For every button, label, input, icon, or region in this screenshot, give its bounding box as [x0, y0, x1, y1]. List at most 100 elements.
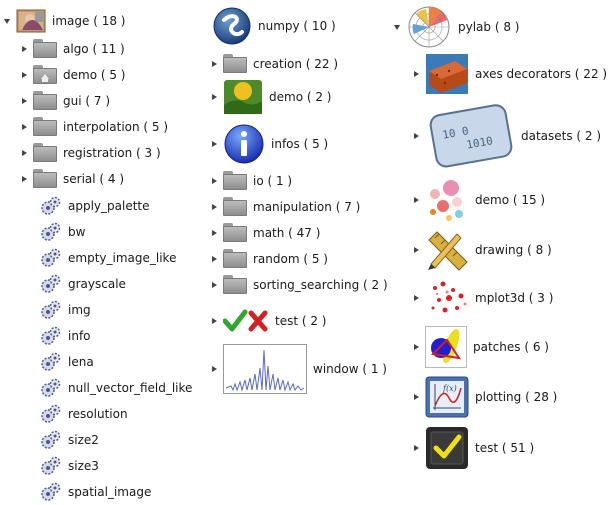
gear-script-icon: [40, 378, 62, 398]
folder-icon: [223, 171, 247, 190]
tree-node-manipulation[interactable]: manipulation ( 7 ): [212, 197, 360, 216]
tree-leaf-empty-image-like[interactable]: empty_image_like: [40, 248, 176, 268]
tree-node-label: creation ( 22 ): [253, 56, 339, 71]
tree-leaf-img[interactable]: img: [40, 300, 91, 320]
tree-node-infos[interactable]: infos ( 5 ): [212, 123, 328, 165]
expand-arrow-icon[interactable]: [22, 97, 27, 104]
bubbles-icon: [425, 178, 469, 222]
expand-arrow-icon[interactable]: [212, 318, 217, 324]
tree-node-mplot3d[interactable]: mplot3d ( 3 ): [414, 278, 553, 318]
expand-arrow-icon[interactable]: [212, 141, 217, 147]
brick-icon: [425, 53, 469, 95]
tree-node-label: interpolation ( 5 ): [63, 119, 169, 134]
tree-node-numpy[interactable]: numpy ( 10 ): [212, 6, 336, 46]
tree-node-label: axes decorators ( 22 ): [475, 67, 608, 81]
tree-node-algo[interactable]: algo ( 11 ): [22, 39, 125, 58]
checkbox-icon: [425, 426, 469, 470]
tree-node-registration[interactable]: registration ( 3 ): [22, 143, 161, 162]
tree-node-serial[interactable]: serial ( 4 ): [22, 169, 124, 188]
tree-node-patches[interactable]: patches ( 6 ): [414, 326, 549, 368]
folder-icon: [33, 143, 57, 162]
expand-arrow-icon[interactable]: [22, 45, 27, 52]
tree-node-random[interactable]: random ( 5 ): [212, 249, 328, 268]
tree-node-label: null_vector_field_like: [68, 381, 193, 395]
tree-node-window[interactable]: window ( 1 ): [212, 344, 387, 394]
tree-node-label: grayscale: [68, 277, 126, 291]
tree-node-label: demo ( 5 ): [63, 67, 126, 82]
expand-arrow-icon[interactable]: [212, 177, 217, 184]
tree-node-io[interactable]: io ( 1 ): [212, 171, 292, 190]
tree-node-label: lena: [68, 355, 94, 369]
expand-arrow-icon[interactable]: [212, 203, 217, 210]
tree-leaf-bw[interactable]: bw: [40, 222, 85, 242]
tree-node-sorting-searching[interactable]: sorting_searching ( 2 ): [212, 275, 388, 294]
expand-arrow-icon[interactable]: [212, 229, 217, 236]
tree-node-label: sorting_searching ( 2 ): [253, 277, 388, 292]
tree-leaf-lena[interactable]: lena: [40, 352, 94, 372]
tree-node-label: demo ( 15 ): [475, 193, 546, 207]
tree-node-pylab[interactable]: pylab ( 8 ): [394, 4, 519, 50]
tree-node-demo[interactable]: demo ( 5 ): [22, 65, 125, 84]
tree-node-test-numpy[interactable]: test ( 2 ): [212, 308, 327, 334]
tree-node-label: size3: [68, 459, 99, 473]
gear-script-icon: [40, 274, 62, 294]
tree-node-label: math ( 47 ): [253, 225, 321, 240]
expand-arrow-icon[interactable]: [414, 394, 419, 400]
tree-leaf-size2[interactable]: size2: [40, 430, 99, 450]
expand-arrow-icon[interactable]: [414, 344, 419, 350]
tree-node-math[interactable]: math ( 47 ): [212, 223, 320, 242]
expand-arrow-icon[interactable]: [414, 71, 419, 77]
tree-node-interpolation[interactable]: interpolation ( 5 ): [22, 117, 168, 136]
folder-icon: [223, 54, 247, 73]
expand-arrow-icon[interactable]: [414, 247, 419, 253]
collapse-arrow-icon[interactable]: [4, 18, 10, 24]
collapse-arrow-icon[interactable]: [394, 24, 400, 30]
tree-leaf-null-vector-field-like[interactable]: null_vector_field_like: [40, 378, 192, 398]
tree-leaf-spatial-image[interactable]: spatial_image: [40, 482, 151, 502]
tree-node-demo-numpy[interactable]: demo ( 2 ): [212, 79, 331, 115]
gear-script-icon: [40, 248, 62, 268]
expand-arrow-icon[interactable]: [212, 60, 217, 67]
expand-arrow-icon[interactable]: [22, 175, 27, 182]
svg-text:f(x): f(x): [442, 384, 457, 393]
tree-leaf-grayscale[interactable]: grayscale: [40, 274, 126, 294]
tree-leaf-apply-palette[interactable]: apply_palette: [40, 196, 150, 216]
tree-node-gui[interactable]: gui ( 7 ): [22, 91, 110, 110]
gear-script-icon: [40, 300, 62, 320]
folder-icon: [33, 169, 57, 188]
expand-arrow-icon[interactable]: [414, 197, 419, 203]
expand-arrow-icon[interactable]: [22, 149, 27, 156]
tree-node-demo-pylab[interactable]: demo ( 15 ): [414, 178, 545, 222]
expand-arrow-icon[interactable]: [414, 133, 419, 139]
gear-script-icon: [40, 482, 62, 502]
expand-arrow-icon[interactable]: [22, 123, 27, 130]
expand-arrow-icon[interactable]: [22, 71, 27, 78]
expand-arrow-icon[interactable]: [212, 281, 217, 288]
tree-node-axes-decorators[interactable]: axes decorators ( 22 ): [414, 53, 607, 95]
tree-node-label: datasets ( 2 ): [521, 129, 602, 143]
expand-arrow-icon[interactable]: [212, 255, 217, 262]
tree-node-label: infos ( 5 ): [271, 137, 329, 151]
tree-leaf-resolution[interactable]: resolution: [40, 404, 128, 424]
tree-leaf-size3[interactable]: size3: [40, 456, 99, 476]
folder-icon: [33, 91, 57, 110]
tree-node-label: resolution: [68, 407, 128, 421]
tree-node-drawing[interactable]: drawing ( 8 ): [414, 228, 552, 272]
expand-arrow-icon[interactable]: [414, 445, 419, 451]
numpy-logo-icon: [212, 6, 252, 46]
tree-node-image[interactable]: image ( 18 ): [4, 9, 125, 33]
tree-node-label: serial ( 4 ): [63, 171, 125, 186]
tree-node-label: bw: [68, 225, 86, 239]
tree-node-test-pylab[interactable]: test ( 51 ): [414, 426, 534, 470]
gear-script-icon: [40, 222, 62, 242]
tree-leaf-info[interactable]: info: [40, 326, 91, 346]
folder-icon: [223, 275, 247, 294]
gear-script-icon: [40, 196, 62, 216]
tree-node-creation[interactable]: creation ( 22 ): [212, 54, 338, 73]
gear-script-icon: [40, 456, 62, 476]
tree-node-plotting[interactable]: f(x) plotting ( 28 ): [414, 376, 557, 418]
expand-arrow-icon[interactable]: [212, 366, 217, 372]
expand-arrow-icon[interactable]: [414, 295, 419, 301]
expand-arrow-icon[interactable]: [212, 94, 217, 100]
tree-node-datasets[interactable]: 10 0 1010 datasets ( 2 ): [414, 104, 601, 168]
